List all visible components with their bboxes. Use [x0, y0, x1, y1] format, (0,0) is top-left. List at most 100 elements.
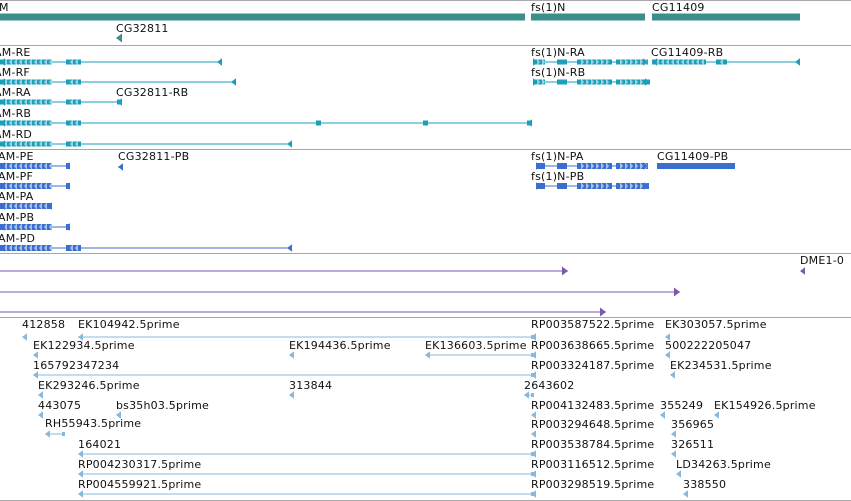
gene-feature[interactable]: M: [0, 1, 851, 25]
exon-chevron: [4, 140, 7, 148]
transcript-feature[interactable]: fs(1)N-RA: [0, 46, 851, 70]
exon-chevron: [19, 140, 22, 148]
est-feature[interactable]: LD34263.5prime: [0, 318, 851, 478]
est-feature[interactable]: EK104942.5prime: [0, 318, 851, 342]
feature-label: 443075: [38, 399, 82, 412]
est-feature[interactable]: EK122934.5prime: [0, 318, 851, 359]
transcript-feature[interactable]: fs(1)N-RB: [0, 46, 851, 86]
strand-arrowhead: [0, 202, 5, 210]
est-feature[interactable]: RP003538784.5prime: [0, 318, 851, 458]
protein-feature[interactable]: AAM-PA: [0, 150, 851, 210]
feature-label: EK154926.5prime: [714, 399, 816, 412]
est-feature[interactable]: RP003298519.5prime: [0, 318, 851, 498]
transcript-feature[interactable]: CG32811-RB: [0, 46, 851, 99]
exon-chevron: [19, 244, 22, 252]
est-feature[interactable]: 443075: [0, 318, 851, 419]
gene-feature[interactable]: fs(1)N: [0, 1, 851, 25]
exon-chevron: [591, 78, 594, 86]
protein-feature[interactable]: AAM-PF: [0, 150, 851, 190]
est-feature[interactable]: 412858: [0, 318, 851, 342]
transcript-feature[interactable]: AM-RD: [0, 46, 851, 148]
est-feature[interactable]: 326511: [0, 318, 851, 458]
exon-chevron: [586, 182, 589, 190]
feature-label: AM-RE: [0, 46, 31, 59]
strand-arrowhead: [47, 202, 52, 210]
exon-chevron: [606, 58, 609, 66]
exon-chevron: [635, 162, 638, 170]
exon-chevron: [14, 78, 17, 86]
exon-chevron: [24, 140, 27, 148]
est-feature[interactable]: RP003587522.5prime: [0, 318, 851, 342]
strand-arrowhead: [524, 391, 529, 399]
est-feature[interactable]: RP004132483.5prime: [0, 318, 851, 419]
protein-feature[interactable]: AAM-PE: [0, 150, 851, 174]
est-feature[interactable]: 165792347234: [0, 318, 851, 379]
alignment-feature[interactable]: [0, 254, 851, 278]
exon-chevron: [34, 223, 37, 231]
est-feature[interactable]: RP003638665.5prime: [0, 318, 851, 359]
exon-chevron: [70, 119, 73, 127]
est-feature[interactable]: EK136603.5prime: [0, 318, 851, 359]
est-feature[interactable]: EK293246.5prime: [0, 318, 851, 399]
gene-feature[interactable]: CG11409: [0, 1, 851, 25]
est-feature[interactable]: EK234531.5prime: [0, 318, 851, 379]
strand-arrowhead: [0, 58, 5, 66]
track-divider: [0, 253, 851, 254]
alignment-feature[interactable]: DME1-0: [0, 254, 851, 278]
exon-chevron: [24, 244, 27, 252]
exon-chevron: [625, 182, 628, 190]
protein-feature[interactable]: CG11409-PB: [0, 150, 851, 174]
est-feature[interactable]: EK303057.5prime: [0, 318, 851, 342]
feature-glyph: [116, 33, 122, 43]
strand-arrowhead: [531, 450, 536, 458]
est-feature[interactable]: RP003324187.5prime: [0, 318, 851, 379]
feature-label: EK303057.5prime: [665, 318, 767, 331]
transcript-feature[interactable]: AM-RB: [0, 46, 851, 127]
feature-glyph: [289, 351, 294, 359]
alignment-feature[interactable]: [0, 254, 851, 317]
est-feature[interactable]: 313844: [0, 318, 851, 399]
exon-chevron: [24, 202, 27, 210]
est-feature[interactable]: 338550: [0, 318, 851, 498]
exon-chevron: [581, 58, 584, 66]
exon-chevron: [39, 223, 42, 231]
gene-feature[interactable]: CG32811: [0, 1, 851, 43]
est-feature[interactable]: 164021: [0, 318, 851, 458]
exon-block: [66, 141, 81, 147]
alignment-feature[interactable]: [0, 254, 851, 297]
est-feature[interactable]: 356965: [0, 318, 851, 438]
feature-glyph: [45, 430, 65, 438]
est-feature[interactable]: bs35h03.5prime: [0, 318, 851, 419]
est-feature[interactable]: RP003116512.5prime: [0, 318, 851, 478]
protein-feature[interactable]: CG32811-PB: [0, 150, 851, 174]
transcript-feature[interactable]: AM-RA: [0, 46, 851, 106]
exon-chevron: [39, 244, 42, 252]
match-block: [62, 432, 65, 436]
strand-arrowhead: [78, 333, 83, 341]
est-feature[interactable]: RH55943.5prime: [0, 318, 851, 438]
protein-feature[interactable]: AAM-PD: [0, 150, 851, 252]
est-feature[interactable]: 2643602: [0, 318, 851, 399]
exon-chevron: [70, 140, 73, 148]
protein-feature[interactable]: AAM-PB: [0, 150, 851, 231]
strand-arrowhead: [536, 182, 541, 190]
exon-chevron: [581, 182, 584, 190]
est-feature[interactable]: 355249: [0, 318, 851, 419]
est-feature[interactable]: 500222205047: [0, 318, 851, 359]
feature-glyph: [531, 333, 536, 341]
transcript-feature[interactable]: AM-RE: [0, 46, 851, 70]
exon-chevron: [606, 182, 609, 190]
feature-label: fs(1)N-PB: [531, 170, 585, 183]
feature-label: fs(1)N-RB: [531, 66, 586, 79]
feature-label: EK122934.5prime: [33, 339, 135, 352]
transcript-feature[interactable]: CG11409-RB: [0, 46, 851, 70]
est-feature[interactable]: EK194436.5prime: [0, 318, 851, 359]
protein-feature[interactable]: fs(1)N-PA: [0, 150, 851, 174]
feature-label: RP003587522.5prime: [531, 318, 655, 331]
transcript-feature[interactable]: AM-RF: [0, 46, 851, 86]
exon-chevron: [44, 202, 47, 210]
protein-feature[interactable]: fs(1)N-PB: [0, 150, 851, 190]
est-feature[interactable]: RP003294648.5prime: [0, 318, 851, 438]
est-feature[interactable]: EK154926.5prime: [0, 318, 851, 419]
